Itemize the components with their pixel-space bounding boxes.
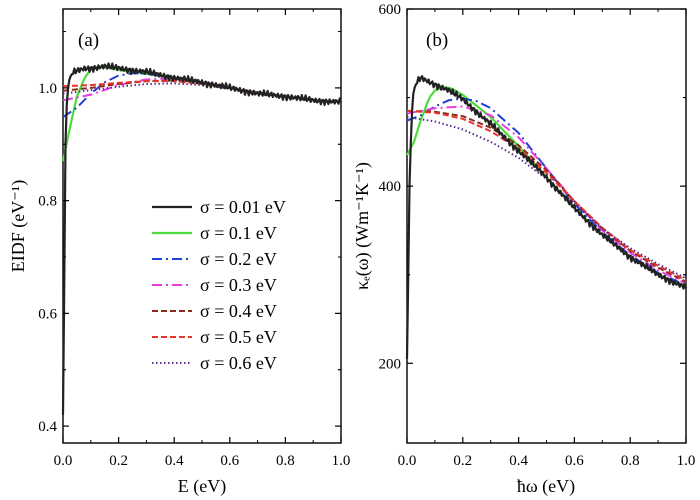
series-line bbox=[407, 109, 687, 283]
x-tick-label: 0.6 bbox=[220, 453, 239, 469]
series-line bbox=[405, 75, 688, 359]
x-tick-label: 0.2 bbox=[109, 453, 128, 469]
x-axis-label-b: ħω (eV) bbox=[517, 476, 575, 497]
x-tick-label: 0.8 bbox=[276, 453, 295, 469]
legend-label: σ = 0.1 eV bbox=[200, 223, 277, 243]
y-tick-label: 400 bbox=[379, 179, 402, 195]
x-tick-label: 0.6 bbox=[565, 453, 584, 469]
series-line bbox=[406, 116, 687, 280]
y-tick-label: 0.4 bbox=[38, 419, 57, 435]
axes-a: 0.0 0.2 0.4 0.6 0.8 1.0 0.4 0.6 0.8 1.0 bbox=[38, 9, 350, 469]
x-tick-label: 1.0 bbox=[677, 453, 696, 469]
plot-frame-b bbox=[406, 8, 687, 444]
legend-label: σ = 0.6 eV bbox=[200, 353, 277, 373]
x-tick-label: 0.0 bbox=[398, 453, 417, 469]
y-tick-label: 200 bbox=[379, 356, 402, 372]
y-tick-label: 0.6 bbox=[38, 306, 57, 322]
series-line bbox=[406, 97, 687, 287]
x-tick-label: 0.4 bbox=[165, 453, 184, 469]
panel-label-b: (b) bbox=[426, 30, 448, 51]
series-line bbox=[61, 62, 343, 415]
panel-a: 0.0 0.2 0.4 0.6 0.8 1.0 0.4 0.6 0.8 1.0 (a) E (eV… bbox=[8, 8, 350, 497]
x-tick-label: 0.2 bbox=[453, 453, 472, 469]
legend-label: σ = 0.3 eV bbox=[200, 275, 277, 295]
y-axis-label-b: κₑ(ω) (Wm⁻¹K⁻¹) bbox=[352, 162, 373, 290]
panel-label-a: (a) bbox=[78, 30, 99, 51]
x-tick-label: 0.0 bbox=[54, 453, 73, 469]
series-group-b bbox=[405, 75, 688, 359]
legend: σ = 0.01 eV σ = 0.1 eV σ = 0.2 eV σ = 0.3 e… bbox=[152, 197, 286, 373]
y-axis-label-a: EIDF (eV⁻¹) bbox=[8, 180, 29, 272]
series-group-a bbox=[61, 62, 343, 415]
legend-label: σ = 0.5 eV bbox=[200, 327, 277, 347]
legend-label: σ = 0.4 eV bbox=[200, 301, 277, 321]
x-tick-label: 0.8 bbox=[621, 453, 640, 469]
series-line bbox=[406, 105, 687, 285]
series-line bbox=[406, 85, 687, 288]
x-tick-label: 1.0 bbox=[332, 453, 351, 469]
y-tick-label: 600 bbox=[379, 2, 402, 18]
y-tick-label: 1.0 bbox=[38, 81, 57, 97]
y-tick-label: 0.8 bbox=[38, 194, 57, 210]
legend-label: σ = 0.2 eV bbox=[200, 249, 277, 269]
axes-b: 0.0 0.2 0.4 0.6 0.8 1.0 200 400 600 bbox=[379, 2, 696, 469]
x-axis-label-a: E (eV) bbox=[178, 476, 226, 497]
legend-label: σ = 0.01 eV bbox=[200, 197, 286, 217]
series-line bbox=[406, 109, 687, 281]
x-tick-label: 0.4 bbox=[509, 453, 528, 469]
